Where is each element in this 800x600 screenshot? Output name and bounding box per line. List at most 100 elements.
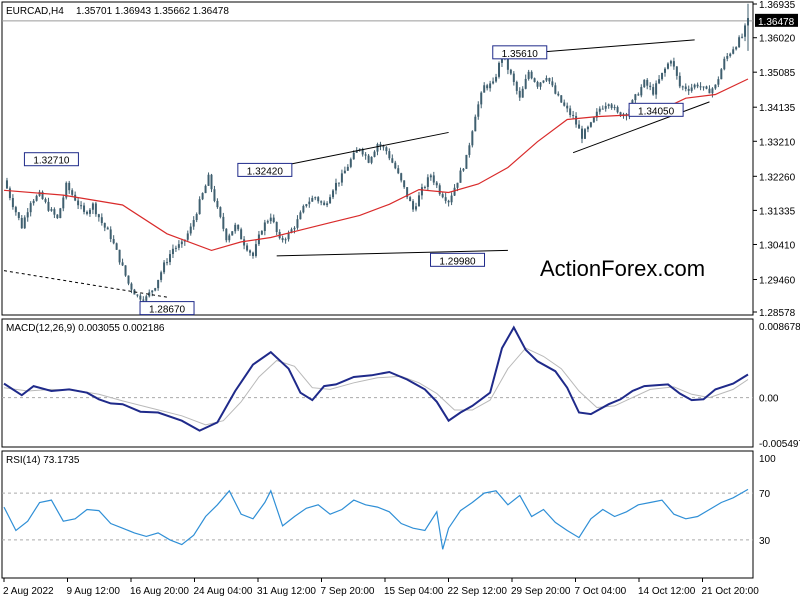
candle-body xyxy=(370,156,373,163)
candle-body xyxy=(154,288,157,291)
watermark: ActionForex.com xyxy=(540,256,705,281)
candle-body xyxy=(423,186,426,188)
candle-body xyxy=(495,76,498,82)
candle-body xyxy=(438,185,441,195)
candle-body xyxy=(254,244,257,256)
candle-body xyxy=(249,250,252,253)
candle-body xyxy=(112,239,115,244)
candle-body xyxy=(382,146,385,148)
trend-line xyxy=(572,101,710,154)
candle-body xyxy=(177,244,180,248)
annotation-box xyxy=(430,252,486,267)
candle-body xyxy=(486,85,489,89)
candle-body xyxy=(17,212,20,219)
price-tick-label: 1.32260 xyxy=(759,172,796,183)
candle-body xyxy=(542,80,545,83)
candle-body xyxy=(163,262,166,273)
candle-body xyxy=(708,88,711,94)
candle-body xyxy=(171,248,174,255)
candle-body xyxy=(251,252,254,256)
candle-body xyxy=(127,275,130,284)
candle-body xyxy=(68,182,71,191)
candle-body xyxy=(216,200,219,208)
candle-body xyxy=(145,296,148,301)
candle-body xyxy=(634,94,637,101)
price-panel[interactable] xyxy=(1,1,754,316)
candle-body xyxy=(738,37,741,48)
price-annotation: 1.32710 xyxy=(23,152,79,167)
candle-body xyxy=(575,116,578,125)
candle-body xyxy=(62,197,65,209)
candle-body xyxy=(655,83,658,95)
candle-body xyxy=(32,200,35,204)
candle-body xyxy=(578,124,581,129)
price-tick-label: 1.34135 xyxy=(759,103,796,114)
macd-title: MACD(12,26,9) 0.003055 0.002186 xyxy=(6,323,165,334)
price-tick-label: 1.31335 xyxy=(759,206,796,217)
candle-body xyxy=(243,239,246,246)
last-price-label-box xyxy=(755,13,798,27)
candle-body xyxy=(38,191,41,196)
candle-body xyxy=(263,222,266,232)
candle-body xyxy=(139,295,142,300)
candle-body xyxy=(174,247,177,249)
candle-body xyxy=(213,189,216,201)
candle-body xyxy=(506,58,509,70)
candle-body xyxy=(284,239,287,241)
candle-body xyxy=(741,36,744,38)
candle-body xyxy=(115,243,118,250)
candle-body xyxy=(103,223,106,228)
candle-body xyxy=(521,88,524,98)
candle-body xyxy=(311,198,314,202)
candle-body xyxy=(406,187,409,198)
candle-body xyxy=(180,241,183,245)
candle-body xyxy=(462,168,465,171)
candle-body xyxy=(41,191,44,200)
candle-body xyxy=(723,58,726,70)
annotation-label: 1.28670 xyxy=(149,305,186,316)
annotation-label: 1.34050 xyxy=(638,106,675,117)
candle-body xyxy=(317,197,320,202)
candle-body xyxy=(157,279,160,289)
candle-body xyxy=(358,148,361,151)
candle-body xyxy=(240,229,243,240)
rsi-tick-label: 100 xyxy=(759,454,776,465)
annotation-box xyxy=(237,162,293,177)
candle-body xyxy=(613,107,616,109)
candle-body xyxy=(601,108,604,110)
last-price-label: 1.36478 xyxy=(758,17,795,28)
candle-body xyxy=(480,92,483,105)
price-tick-label: 1.29460 xyxy=(759,275,796,286)
candle-body xyxy=(658,79,661,84)
x-tick-label: 24 Aug 04:00 xyxy=(194,586,253,597)
candle-body xyxy=(201,193,204,200)
candle-body xyxy=(465,154,468,169)
candle-body xyxy=(586,126,589,130)
price-header-symbol: EURCAD,H4 xyxy=(6,6,64,17)
rsi-panel[interactable] xyxy=(1,450,754,579)
candle-body xyxy=(355,150,358,153)
candle-body xyxy=(592,117,595,123)
candle-body xyxy=(699,86,702,88)
candle-body xyxy=(545,78,548,81)
macd-tick-label: 0.00 xyxy=(759,394,779,405)
candle-body xyxy=(589,122,592,127)
macd-panel[interactable] xyxy=(1,318,754,448)
candle-body xyxy=(47,201,50,211)
candle-body xyxy=(219,207,222,217)
candle-body xyxy=(29,203,32,213)
candle-body xyxy=(512,73,515,82)
candle-body xyxy=(231,231,234,236)
price-series-layer: 1.32710 1.32420 1.28670 1.29980 1.35610 1.340… xyxy=(2,3,753,316)
x-tick-label: 14 Oct 12:00 xyxy=(638,586,696,597)
candle-body xyxy=(551,81,554,86)
candle-body xyxy=(500,56,503,63)
candle-body xyxy=(237,224,240,230)
candle-body xyxy=(661,72,664,80)
candle-body xyxy=(533,78,536,82)
candle-body xyxy=(684,86,687,89)
x-tick-label: 29 Sep 20:00 xyxy=(511,586,571,597)
candle-body xyxy=(334,182,337,191)
candle-body xyxy=(435,182,438,186)
annotation-box xyxy=(23,152,79,167)
